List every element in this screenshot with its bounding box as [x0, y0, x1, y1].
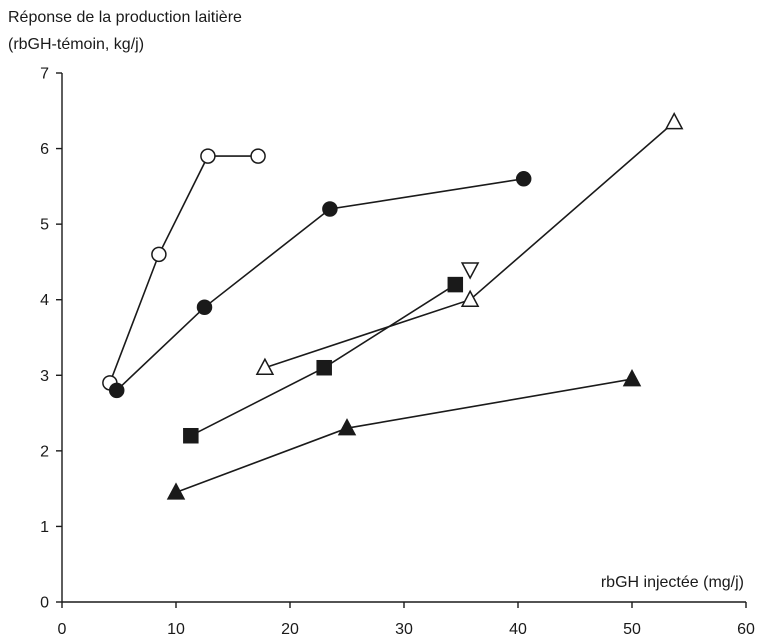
x-tick-label: 40	[509, 621, 527, 638]
x-tick-label: 60	[737, 621, 755, 638]
series-open-triangle-down	[460, 262, 480, 280]
data-point-triangle-up	[166, 482, 186, 500]
y-axis-label-line-2: (rbGH-témoin, kg/j)	[8, 36, 144, 53]
data-point-square	[316, 359, 332, 376]
y-tick-label: 1	[40, 519, 49, 536]
data-point-triangle-up	[622, 368, 642, 387]
y-tick-label: 4	[40, 292, 49, 309]
y-tick-label: 5	[40, 217, 49, 234]
series-line	[109, 155, 259, 384]
series-filled-triangle-up	[166, 368, 642, 500]
data-point-circle	[322, 201, 338, 217]
y-axis-label-line-1: Réponse de la production laitière	[8, 9, 242, 26]
data-point-circle	[108, 382, 125, 399]
data-series	[102, 112, 684, 500]
series-line	[175, 378, 633, 494]
series-filled-square	[183, 276, 464, 444]
x-tick-label: 10	[167, 621, 185, 638]
x-tick-label: 50	[623, 621, 641, 638]
series-open-triangle-up	[255, 112, 684, 375]
data-point-circle	[151, 246, 167, 263]
data-point-triangle-up	[255, 357, 275, 375]
data-point-square	[183, 427, 199, 444]
data-point-square	[447, 276, 464, 293]
x-tick-label: 20	[281, 621, 299, 638]
y-tick-label: 6	[40, 141, 49, 158]
x-tick-label: 30	[395, 621, 413, 638]
data-point-circle	[200, 148, 216, 164]
y-tick-label: 3	[40, 368, 49, 385]
data-point-circle	[250, 148, 266, 164]
series-open-circle	[102, 148, 266, 391]
series-line	[116, 178, 524, 391]
data-point-triangle-down	[460, 262, 480, 280]
series-filled-circle	[108, 171, 532, 399]
x-tick-label: 0	[58, 621, 67, 638]
y-tick-label: 2	[40, 443, 49, 460]
series-line	[264, 121, 675, 369]
axis-ticks: 0 1 2 3 4 5 6 7 0 10 20 30 40 50 60	[40, 66, 755, 639]
data-point-triangle-up	[460, 289, 480, 307]
data-point-circle	[196, 299, 213, 316]
y-tick-label: 0	[40, 595, 49, 612]
data-point-triangle-up	[337, 418, 357, 436]
data-point-triangle-up	[664, 112, 684, 130]
data-point-circle	[515, 171, 532, 187]
y-tick-label: 7	[40, 66, 49, 83]
x-axis-label: rbGH injectée (mg/j)	[601, 574, 744, 591]
